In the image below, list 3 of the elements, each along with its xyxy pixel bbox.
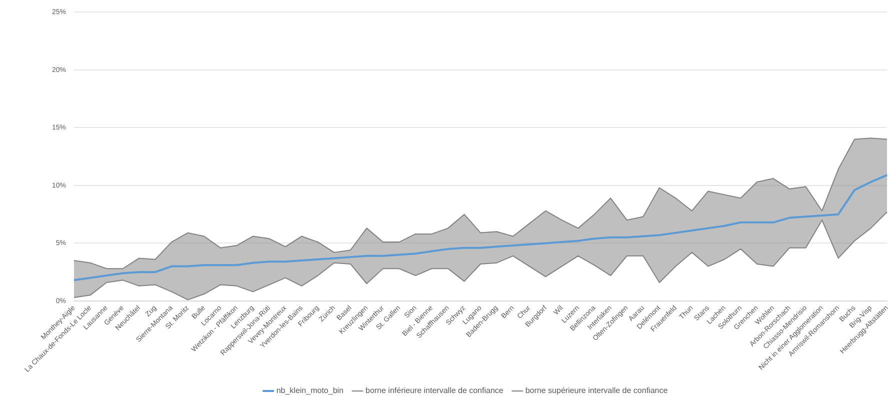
legend-label: borne supérieure intervalle de confiance xyxy=(525,386,668,396)
legend-label: nb_klein_moto_bin xyxy=(276,386,344,396)
legend-label: borne inférieure intervalle de confiance xyxy=(365,386,504,396)
